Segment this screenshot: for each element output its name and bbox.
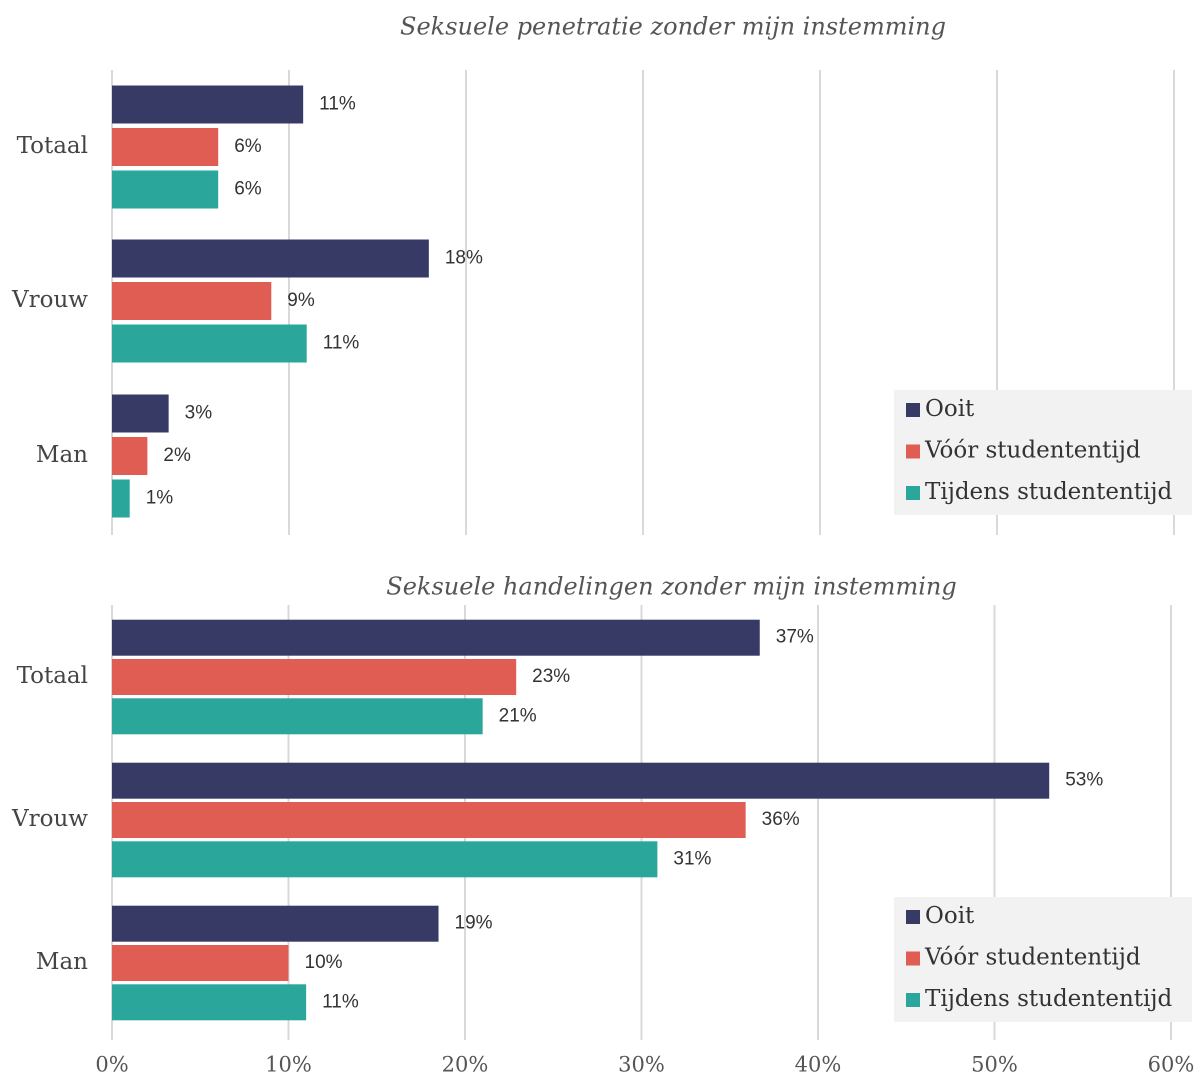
legend-label: Tijdens studententijd: [925, 479, 1172, 505]
bar: [112, 128, 219, 166]
bar: [112, 659, 517, 695]
bar: [112, 239, 429, 278]
bar: [112, 619, 760, 656]
bar: [112, 85, 304, 124]
bar: [112, 324, 307, 363]
value-label: 21%: [499, 705, 537, 726]
bar: [112, 984, 307, 1021]
value-label: 11%: [323, 333, 360, 354]
legend-swatch: [906, 951, 920, 966]
x-tick-label: 30%: [618, 1053, 665, 1077]
x-tick-label: 20%: [442, 1053, 489, 1077]
value-label: 37%: [776, 627, 814, 648]
legend-swatch: [906, 403, 920, 417]
bar: [112, 479, 130, 518]
value-label: 9%: [287, 290, 315, 311]
legend-label: Vóór studententijd: [924, 945, 1141, 971]
legend-swatch: [906, 486, 920, 500]
value-label: 31%: [673, 848, 711, 869]
bar: [112, 698, 483, 735]
x-tick-label: 40%: [795, 1053, 842, 1077]
value-label: 1%: [146, 488, 174, 509]
bar: [112, 394, 169, 433]
category-label: Vrouw: [11, 806, 88, 832]
category-label: Vrouw: [11, 287, 88, 313]
bar: [112, 905, 439, 942]
bar: [112, 841, 658, 878]
x-tick-label: 0%: [95, 1053, 128, 1077]
value-label: 19%: [455, 913, 493, 934]
value-label: 23%: [532, 666, 570, 687]
x-tick-label: 10%: [265, 1053, 312, 1077]
category-label: Totaal: [17, 663, 88, 689]
value-label: 3%: [185, 403, 213, 424]
x-tick-label: 50%: [971, 1053, 1018, 1077]
value-label: 11%: [322, 991, 359, 1012]
value-label: 2%: [163, 445, 191, 466]
category-label: Totaal: [17, 133, 88, 159]
category-label: Man: [36, 949, 88, 975]
x-tick-label: 60%: [1148, 1053, 1195, 1077]
bar: [112, 282, 272, 320]
legend-label: Vóór studententijd: [924, 438, 1141, 464]
value-label: 53%: [1065, 770, 1103, 791]
value-label: 6%: [234, 179, 262, 200]
legend-swatch: [906, 910, 920, 924]
value-label: 6%: [234, 136, 262, 157]
legend-label: Ooit: [925, 396, 975, 422]
bar: [112, 170, 219, 209]
bar: [112, 762, 1050, 799]
chart-title: Seksuele handelingen zonder mijn instemm…: [386, 573, 956, 601]
bar: [112, 802, 746, 838]
legend-label: Tijdens studententijd: [925, 986, 1172, 1012]
legend-box: [894, 390, 1192, 515]
legend-swatch: [906, 993, 920, 1007]
legend-box: [894, 897, 1192, 1022]
category-label: Man: [36, 442, 88, 468]
legend-swatch: [906, 444, 920, 459]
chart-title: Seksuele penetratie zonder mijn instemmi…: [400, 13, 946, 41]
value-label: 10%: [305, 952, 343, 973]
value-label: 18%: [445, 248, 483, 269]
bar: [112, 945, 289, 981]
value-label: 36%: [762, 809, 800, 830]
value-label: 11%: [319, 94, 356, 115]
bar: [112, 437, 148, 475]
legend-label: Ooit: [925, 903, 975, 929]
